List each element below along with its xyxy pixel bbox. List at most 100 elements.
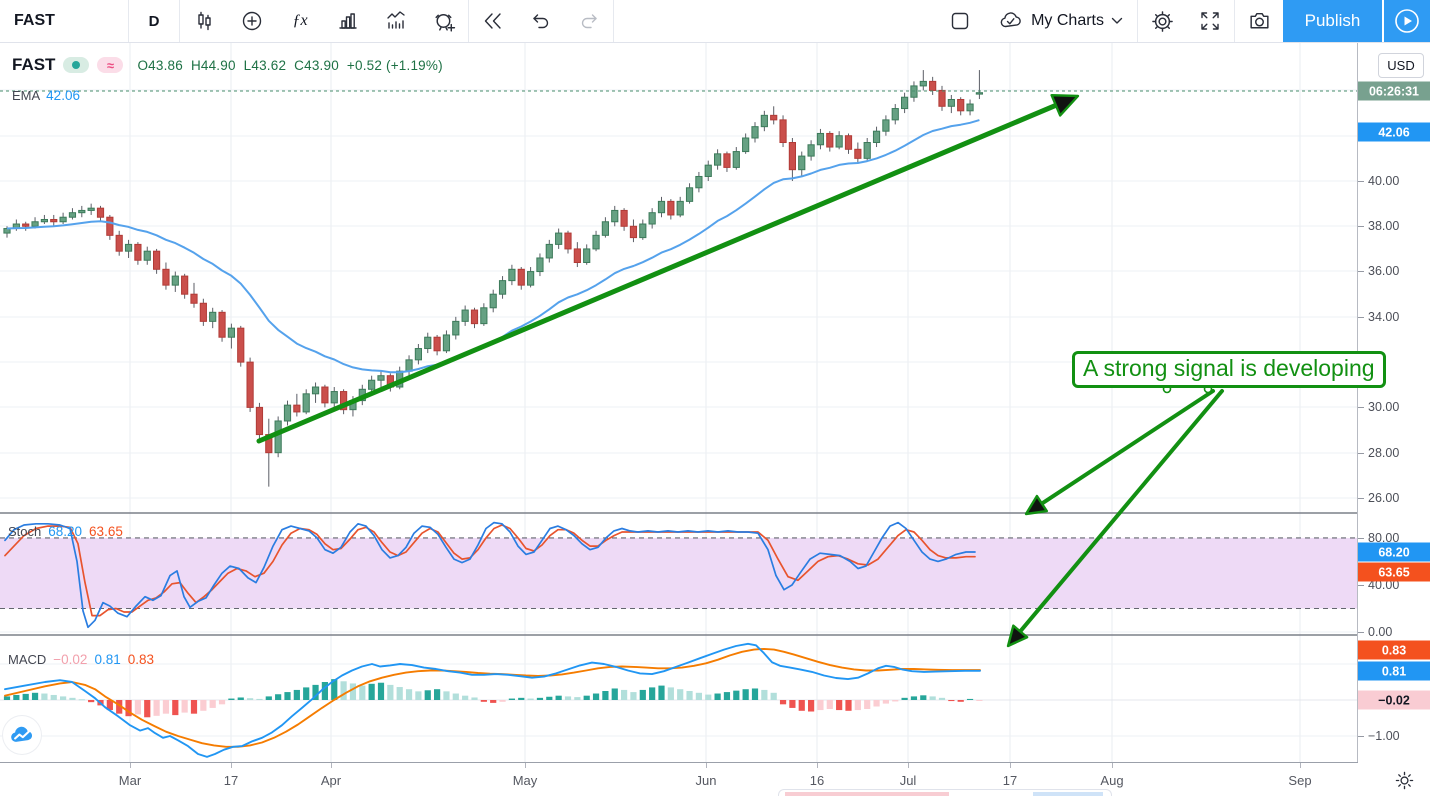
time-tick-label: Apr <box>320 773 342 788</box>
delayed-data-pill: ≈ <box>97 57 124 73</box>
redo-button[interactable] <box>565 0 613 42</box>
legend-close: C43.90 <box>294 57 339 73</box>
gear-icon <box>1151 10 1173 32</box>
tick-dash <box>1358 735 1364 737</box>
time-tick-label: 16 <box>809 773 825 788</box>
toolbar-separator <box>613 0 614 42</box>
tick-dash <box>1358 537 1364 539</box>
interval-button[interactable]: D <box>148 12 160 30</box>
tick-dash <box>1358 406 1364 408</box>
macd-tick-label: −1.00 <box>1358 729 1430 743</box>
rewind-icon <box>484 13 501 29</box>
time-tick-mark <box>231 763 232 768</box>
fullscreen-button[interactable] <box>1186 0 1234 42</box>
toolbar-separator <box>179 0 180 42</box>
time-tick-mark <box>1300 763 1301 768</box>
axis-badge: 68.20 <box>1358 542 1430 562</box>
legend-high: H44.90 <box>190 57 236 73</box>
quick-preview-button[interactable] <box>372 0 420 42</box>
settings-button[interactable] <box>1138 0 1186 42</box>
legend-change: +0.52 (+1.19%) <box>346 57 443 73</box>
bar-chart-icon <box>339 13 357 29</box>
time-tick-label: May <box>512 773 538 788</box>
chart-style-button[interactable] <box>180 0 228 42</box>
stoch-tick-label: 80.00 <box>1358 531 1430 545</box>
toolbar-separator <box>1137 0 1138 42</box>
brand-logo-button[interactable] <box>3 716 41 754</box>
macd-legend[interactable]: MACD −0.02 0.81 0.83 <box>8 652 154 667</box>
alert-button[interactable] <box>420 0 468 42</box>
top-toolbar: FAST D ƒx <box>0 0 1430 43</box>
time-tick-mark <box>908 763 909 768</box>
compare-button[interactable] <box>228 0 276 42</box>
publish-button[interactable]: Publish <box>1283 0 1382 42</box>
symbol-search-button[interactable]: FAST <box>14 12 55 29</box>
line-preview-icon <box>387 11 405 29</box>
time-tick-label: Aug <box>1100 773 1124 788</box>
tick-dash <box>1358 225 1364 227</box>
annotation-callout[interactable]: A strong signal is developing <box>1072 351 1386 388</box>
time-tick-label: Jul <box>899 773 917 788</box>
candles-icon <box>198 11 211 31</box>
time-axis[interactable]: Mar 17 Apr May Jun 16 Jul 17 Aug Sep <box>0 762 1358 796</box>
stoch-tick-label: 40.00 <box>1358 578 1430 592</box>
my-charts-label: My Charts <box>1031 12 1104 29</box>
goto-panel-pink-segment <box>785 792 949 796</box>
tick-dash <box>1358 180 1364 182</box>
time-tick-mark <box>1010 763 1011 768</box>
layout-button[interactable] <box>936 0 984 42</box>
expand-icon <box>1201 12 1219 30</box>
snapshot-button[interactable] <box>1235 0 1283 42</box>
publish-play-button[interactable] <box>1382 0 1430 42</box>
time-tick-label: Sep <box>1288 773 1312 788</box>
stoch-legend[interactable]: Stoch 68.20 63.65 <box>8 524 123 539</box>
tick-dash <box>1358 497 1364 499</box>
currency-toggle-button[interactable]: USD <box>1378 53 1424 78</box>
toolbar-right-group: My Charts <box>936 0 1430 42</box>
templates-button[interactable] <box>324 0 372 42</box>
price-axis[interactable]: USD 40.00 38.00 36.00 34.00 30.00 28.00 26.00 8… <box>1357 42 1430 796</box>
time-tick-mark <box>331 763 332 768</box>
toolbar-separator <box>1234 0 1235 42</box>
axis-badge: 0.83 <box>1358 640 1430 660</box>
chevron-down-icon <box>1111 17 1123 24</box>
time-tick-mark <box>130 763 131 768</box>
macd-hist-value: −0.02 <box>53 652 88 667</box>
axis-badge: 06:26:31 <box>1358 81 1430 101</box>
toolbar-separator <box>468 0 469 42</box>
price-tick-label: 28.00 <box>1358 446 1430 460</box>
my-charts-menu[interactable]: My Charts <box>984 0 1137 42</box>
layout-square-icon <box>951 12 969 30</box>
market-status-dot-icon <box>72 61 81 69</box>
axis-badge: −0.02 <box>1358 690 1430 710</box>
play-circle-icon <box>1395 9 1419 33</box>
ema-legend[interactable]: EMA 42.06 <box>12 88 80 103</box>
axis-badge: 0.81 <box>1358 661 1430 681</box>
legend-open: O43.86 <box>137 57 183 73</box>
time-tick-mark <box>1112 763 1113 768</box>
undo-icon <box>533 14 549 29</box>
main-legend[interactable]: FAST ≈ O43.86 H44.90 L43.62 C43.90 +0.52… <box>12 55 443 75</box>
indicators-button[interactable]: ƒx <box>276 0 324 42</box>
timezone-settings-button[interactable] <box>1392 768 1416 792</box>
time-tick-mark <box>817 763 818 768</box>
axis-badge: 42.06 <box>1358 122 1430 142</box>
camera-icon <box>1249 12 1269 28</box>
tick-dash <box>1358 270 1364 272</box>
replay-button[interactable] <box>469 0 517 42</box>
cloud-chart-logo-icon <box>11 726 33 742</box>
fx-icon: ƒx <box>292 12 308 29</box>
undo-button[interactable] <box>517 0 565 42</box>
legend-symbol: FAST <box>12 55 56 74</box>
tick-dash <box>1358 452 1364 454</box>
macd-signal-value: 0.83 <box>127 652 155 667</box>
tick-dash <box>1358 631 1364 633</box>
price-tick-label: 34.00 <box>1358 310 1430 324</box>
stoch-tick-label: 0.00 <box>1358 625 1430 639</box>
tick-dash <box>1358 316 1364 318</box>
axis-badge: 63.65 <box>1358 562 1430 582</box>
time-tick-label: 17 <box>223 773 239 788</box>
macd-label: MACD <box>8 652 47 667</box>
